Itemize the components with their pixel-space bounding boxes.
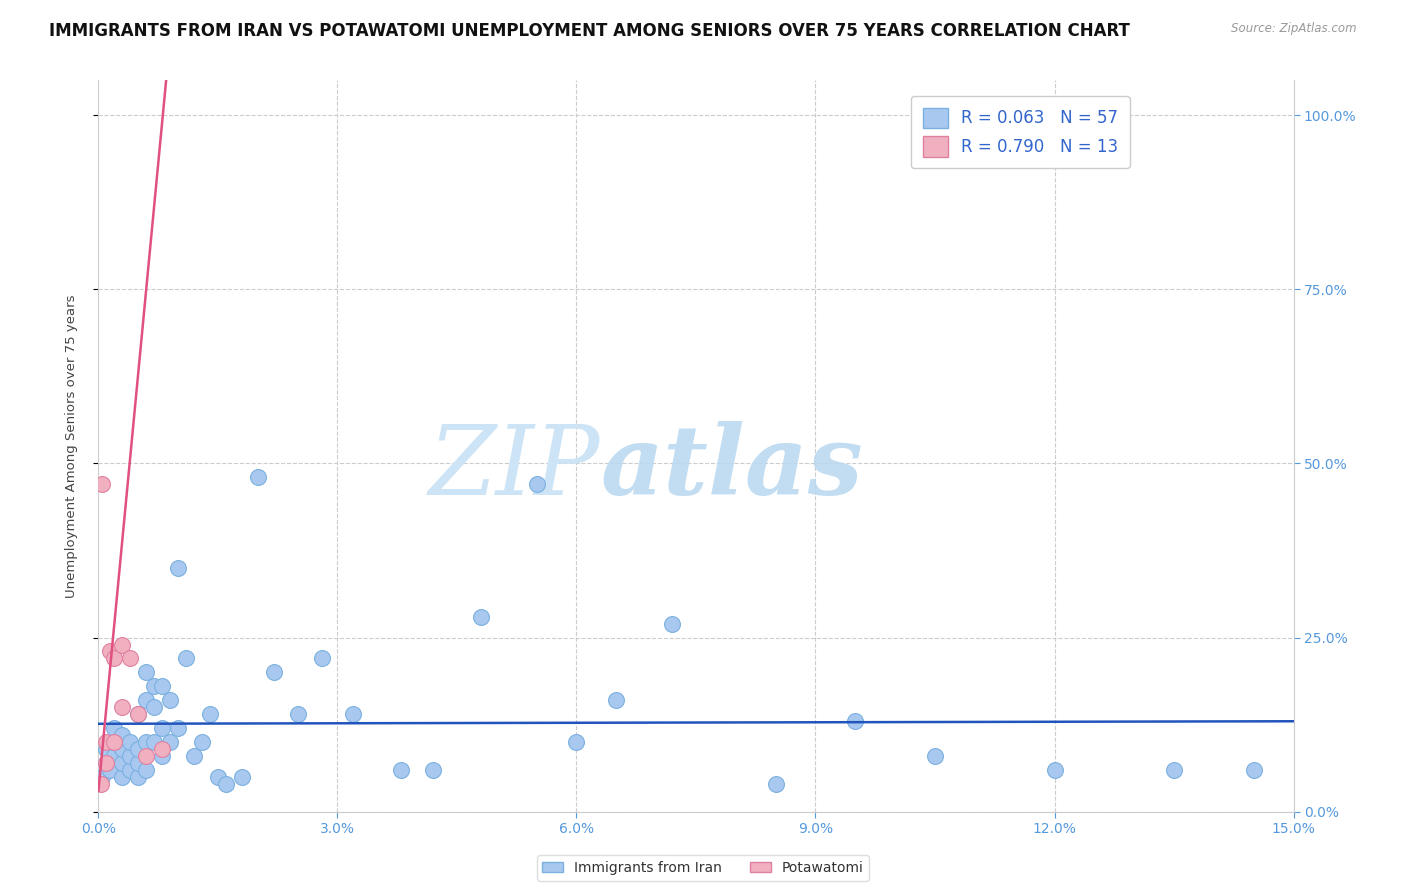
Point (120, 763, 142, 777)
Point (111, 770, 134, 784)
Point (127, 707, 149, 722)
Point (150, 749, 173, 764)
Text: atlas: atlas (600, 421, 863, 515)
Point (111, 638, 134, 652)
Y-axis label: Unemployment Among Seniors over 75 years: Unemployment Among Seniors over 75 years (65, 294, 77, 598)
Point (1243, 763, 1265, 777)
Point (135, 735, 157, 749)
Point (96, 742, 118, 756)
Point (135, 763, 157, 777)
Point (198, 707, 221, 722)
Point (167, 561, 190, 575)
Point (127, 756, 149, 770)
Text: IMMIGRANTS FROM IRAN VS POTAWATOMI UNEMPLOYMENT AMONG SENIORS OVER 75 YEARS CORR: IMMIGRANTS FROM IRAN VS POTAWATOMI UNEMP… (49, 22, 1130, 40)
Point (127, 707, 149, 722)
Point (215, 777, 238, 791)
Point (111, 756, 134, 770)
Point (150, 679, 173, 693)
Point (191, 735, 214, 749)
Point (111, 728, 134, 742)
Point (844, 714, 866, 728)
Point (565, 735, 588, 749)
Point (120, 651, 142, 665)
Point (135, 749, 157, 764)
Point (287, 707, 309, 722)
Point (103, 721, 125, 735)
Point (1043, 763, 1066, 777)
Point (924, 749, 946, 764)
Point (183, 749, 205, 764)
Point (135, 693, 157, 707)
Point (98, 644, 122, 658)
Point (150, 721, 173, 735)
Point (143, 679, 166, 693)
Point (91, 477, 114, 491)
Text: Source: ZipAtlas.com: Source: ZipAtlas.com (1232, 22, 1357, 36)
Point (103, 735, 125, 749)
Point (103, 749, 125, 764)
Point (143, 735, 166, 749)
Point (96, 756, 118, 770)
Point (143, 700, 166, 714)
Point (150, 742, 173, 756)
Point (91, 770, 114, 784)
Point (605, 693, 627, 707)
Point (111, 742, 134, 756)
Text: ZIP: ZIP (429, 421, 600, 515)
Point (103, 735, 125, 749)
Legend: Immigrants from Iran, Potawatomi: Immigrants from Iran, Potawatomi (537, 855, 869, 880)
Point (422, 763, 444, 777)
Point (127, 742, 149, 756)
Point (127, 770, 149, 784)
Point (1163, 763, 1185, 777)
Point (342, 707, 364, 722)
Point (135, 665, 157, 680)
Legend: R = 0.063   N = 57, R = 0.790   N = 13: R = 0.063 N = 57, R = 0.790 N = 13 (911, 96, 1130, 169)
Point (159, 735, 181, 749)
Point (120, 749, 142, 764)
Point (765, 777, 787, 791)
Point (167, 721, 190, 735)
Point (661, 616, 683, 631)
Point (311, 651, 333, 665)
Point (96, 735, 118, 749)
Point (96, 756, 118, 770)
Point (526, 477, 548, 491)
Point (98, 763, 122, 777)
Point (389, 763, 412, 777)
Point (103, 651, 125, 665)
Point (159, 693, 181, 707)
Point (231, 770, 253, 784)
Point (263, 665, 285, 680)
Point (90, 777, 112, 791)
Point (246, 470, 269, 484)
Point (207, 770, 229, 784)
Point (111, 700, 134, 714)
Point (174, 651, 197, 665)
Point (470, 609, 492, 624)
Point (120, 735, 142, 749)
